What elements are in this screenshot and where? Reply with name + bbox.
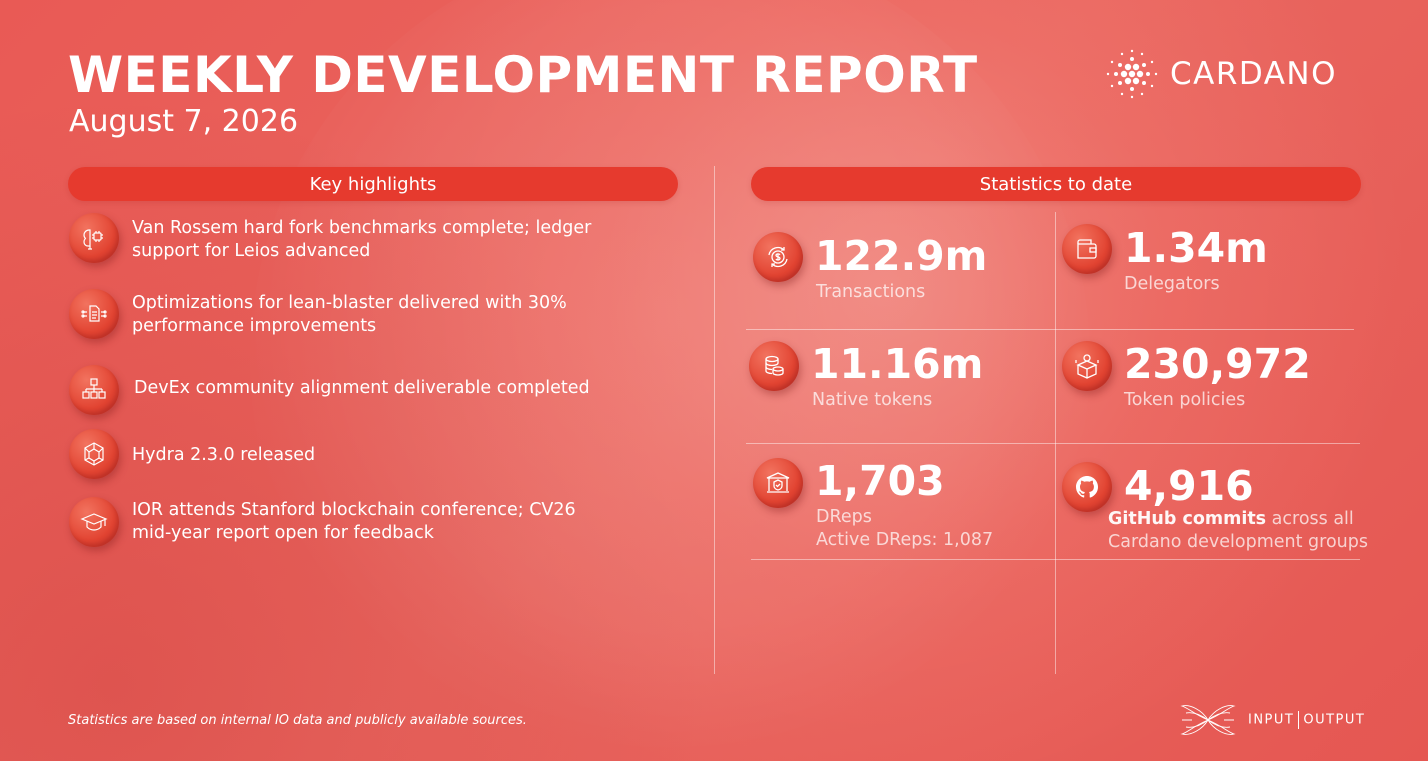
token-policies-label: Token policies — [1124, 390, 1246, 410]
background-glow — [250, 0, 1090, 761]
dollar-cycle-icon — [753, 232, 803, 282]
token-box-icon — [1062, 341, 1112, 391]
github-commits-value: 4,916 — [1124, 462, 1254, 510]
document-network-icon — [69, 289, 119, 339]
hexagon-network-icon — [69, 429, 119, 479]
highlight-item: IOR attends Stanford blockchain conferen… — [132, 500, 576, 543]
wallet-icon — [1062, 224, 1112, 274]
delegators-value: 1.34m — [1124, 224, 1268, 272]
input-output-logo: INPUT OUTPUT — [1180, 700, 1365, 740]
highlight-item: DevEx community alignment deliverable co… — [134, 378, 590, 398]
key-highlights-heading: Key highlights — [68, 167, 678, 201]
column-divider — [714, 166, 715, 674]
dreps-label: DReps — [816, 507, 872, 527]
hierarchy-icon — [69, 365, 119, 415]
stats-row-divider — [746, 329, 1354, 330]
highlight-item: Optimizations for lean-blaster delivered… — [132, 293, 567, 336]
statistics-heading: Statistics to date — [751, 167, 1361, 201]
transactions-value: 122.9m — [815, 232, 988, 280]
footnote: Statistics are based on internal IO data… — [68, 713, 527, 728]
native-tokens-label: Native tokens — [812, 390, 933, 410]
graduation-cap-icon — [69, 497, 119, 547]
stats-grid-divider — [1055, 212, 1056, 674]
delegators-label: Delegators — [1124, 274, 1220, 294]
highlight-item: Van Rossem hard fork benchmarks complete… — [132, 218, 592, 261]
input-output-wordmark: INPUT OUTPUT — [1248, 711, 1366, 729]
highlight-item: Hydra 2.3.0 released — [132, 445, 316, 465]
github-commits-label: GitHub commits across all — [1108, 509, 1354, 529]
butterfly-logo-icon — [1180, 705, 1236, 735]
native-tokens-value: 11.16m — [811, 340, 984, 388]
token-policies-value: 230,972 — [1124, 340, 1311, 388]
stats-row-divider — [751, 559, 1360, 560]
report-title: WEEKLY DEVELOPMENT REPORT — [68, 46, 978, 104]
coin-stack-icon — [749, 341, 799, 391]
stats-row-divider — [746, 443, 1360, 444]
dreps-value: 1,703 — [815, 457, 945, 505]
github-icon — [1062, 462, 1112, 512]
cardano-logo: CARDANO — [1104, 48, 1337, 100]
transactions-label: Transactions — [816, 282, 926, 302]
brain-chip-icon — [69, 213, 119, 263]
active-dreps-label: Active DReps: 1,087 — [816, 530, 994, 550]
governance-building-icon — [753, 458, 803, 508]
report-date: August 7, 2026 — [69, 104, 299, 139]
brand-name: CARDANO — [1170, 56, 1338, 92]
cardano-mark-icon — [1106, 49, 1158, 99]
github-commits-label-line2: Cardano development groups — [1108, 532, 1368, 552]
